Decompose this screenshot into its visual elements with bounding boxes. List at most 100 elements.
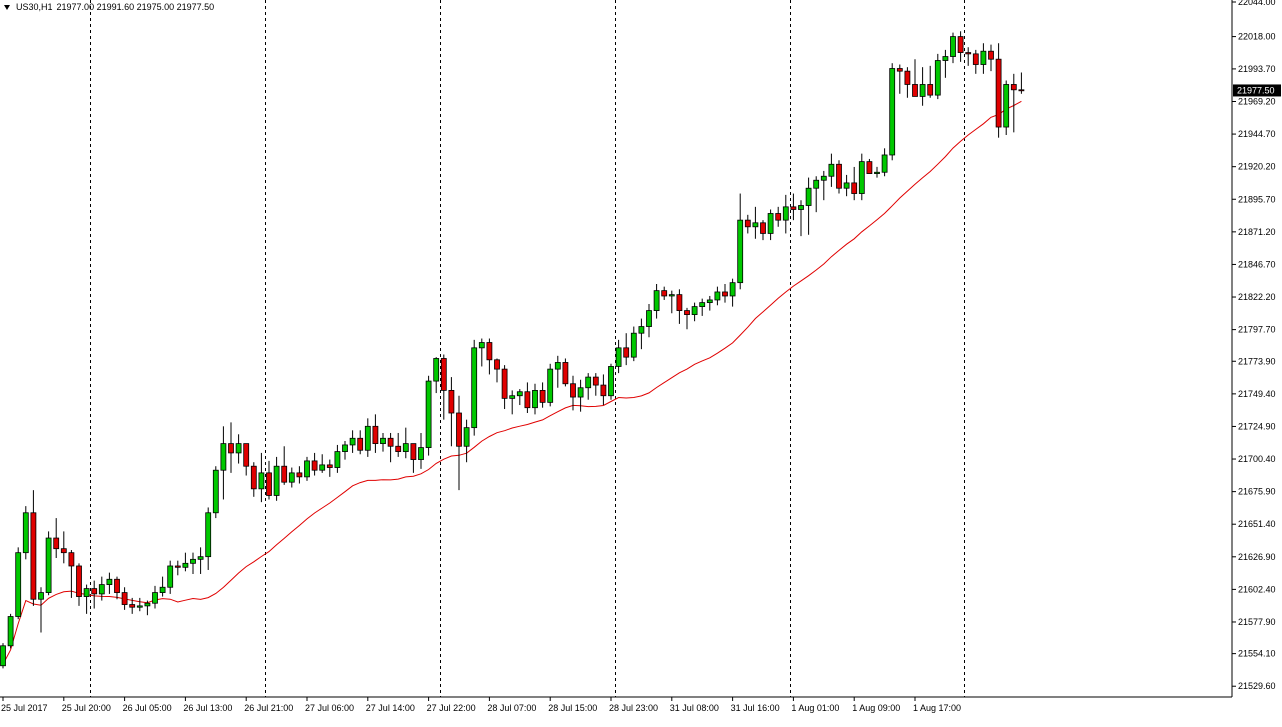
candle bbox=[767, 209, 774, 241]
candle bbox=[167, 560, 174, 594]
candle-body bbox=[243, 443, 250, 467]
candle bbox=[547, 363, 554, 407]
candle-body bbox=[91, 588, 98, 595]
candle-body bbox=[1018, 89, 1025, 92]
candle bbox=[311, 452, 318, 476]
x-tick-label-11: 31 Jul 08:00 bbox=[670, 703, 719, 713]
candle bbox=[114, 576, 120, 600]
candle-body bbox=[919, 84, 926, 97]
candle bbox=[706, 295, 713, 311]
x-tick-label-4: 26 Jul 21:00 bbox=[244, 703, 293, 713]
candle bbox=[197, 547, 204, 574]
candle-body bbox=[433, 358, 440, 382]
candle-body bbox=[851, 182, 858, 194]
candle-body bbox=[288, 472, 295, 483]
candle bbox=[661, 286, 668, 300]
candle-body bbox=[729, 282, 736, 297]
candle bbox=[501, 365, 508, 410]
candle-body bbox=[129, 604, 136, 608]
candle-body bbox=[957, 36, 964, 53]
moving-average-line bbox=[2, 100, 1022, 665]
candle bbox=[144, 600, 151, 616]
candle bbox=[577, 379, 584, 412]
candle-body bbox=[22, 512, 29, 554]
candle-body bbox=[425, 380, 432, 448]
candle-body bbox=[7, 616, 14, 647]
candle bbox=[554, 355, 561, 388]
candle-body bbox=[638, 326, 645, 334]
candle bbox=[448, 377, 455, 447]
candle-body bbox=[699, 302, 706, 308]
y-tick-label-8: 21846.70 bbox=[1238, 259, 1276, 269]
candle bbox=[30, 490, 37, 606]
candle-body bbox=[820, 175, 827, 181]
candle-body bbox=[136, 605, 143, 608]
candle-body bbox=[281, 465, 288, 483]
y-tick-label-20: 21554.10 bbox=[1238, 649, 1276, 659]
candle bbox=[45, 531, 52, 596]
y-tick-label-7: 21871.20 bbox=[1238, 227, 1276, 237]
x-tick-label-2: 26 Jul 05:00 bbox=[123, 703, 172, 713]
candle-body bbox=[577, 387, 584, 398]
candle-body bbox=[228, 443, 234, 454]
candle bbox=[760, 220, 766, 241]
y-tick-label-16: 21651.40 bbox=[1238, 519, 1276, 529]
y-tick-label-13: 21724.90 bbox=[1238, 421, 1276, 431]
candle-body bbox=[114, 578, 120, 593]
candle-body bbox=[965, 52, 972, 55]
candle bbox=[91, 580, 98, 609]
candle bbox=[524, 382, 531, 414]
y-tick-label-10: 21797.70 bbox=[1238, 325, 1276, 335]
y-tick-label-2: 21993.70 bbox=[1238, 64, 1276, 74]
candle bbox=[478, 338, 485, 367]
candle bbox=[843, 174, 850, 197]
candle-body bbox=[912, 84, 918, 97]
candle-body bbox=[68, 552, 75, 567]
candle bbox=[516, 389, 523, 406]
candle bbox=[136, 597, 143, 612]
candle bbox=[129, 597, 136, 614]
candle-body bbox=[471, 347, 478, 429]
candle-body bbox=[843, 182, 850, 189]
candle-body bbox=[775, 213, 782, 221]
candle-body bbox=[106, 578, 113, 585]
candle-body bbox=[53, 537, 60, 550]
x-tick-label-14: 1 Aug 09:00 bbox=[852, 703, 900, 713]
candle-body bbox=[159, 586, 166, 593]
candle bbox=[152, 585, 158, 609]
candle bbox=[76, 563, 82, 606]
y-tick-label-21: 21529.60 bbox=[1238, 681, 1276, 691]
candle-body bbox=[235, 443, 242, 454]
candle-body bbox=[798, 205, 804, 210]
candle bbox=[691, 302, 698, 322]
candle bbox=[957, 31, 964, 62]
candle bbox=[53, 518, 60, 558]
candle bbox=[395, 432, 402, 457]
candle bbox=[205, 507, 212, 570]
candle-body bbox=[258, 472, 265, 490]
candle-body bbox=[828, 163, 835, 177]
current-price-label: 21977.50 bbox=[1237, 85, 1275, 95]
candle-body bbox=[866, 161, 873, 174]
y-tick-label-11: 21773.90 bbox=[1238, 356, 1276, 366]
x-tick-label-12: 31 Jul 16:00 bbox=[731, 703, 780, 713]
candle bbox=[433, 357, 440, 394]
candle-body bbox=[524, 391, 531, 409]
candle bbox=[174, 560, 181, 576]
candle bbox=[919, 67, 926, 106]
candle bbox=[159, 576, 166, 597]
candle bbox=[881, 148, 888, 177]
candle-body bbox=[744, 219, 751, 228]
candle-body bbox=[934, 60, 941, 96]
candle-body bbox=[889, 68, 896, 156]
candle bbox=[288, 467, 295, 488]
candle-body bbox=[76, 565, 82, 597]
candle bbox=[851, 166, 858, 201]
dropdown-triangle-icon[interactable] bbox=[4, 4, 10, 10]
candle bbox=[243, 443, 250, 476]
candle-body bbox=[60, 548, 67, 554]
candle bbox=[950, 32, 956, 64]
candle-body bbox=[836, 163, 842, 189]
candle-body bbox=[98, 584, 105, 595]
